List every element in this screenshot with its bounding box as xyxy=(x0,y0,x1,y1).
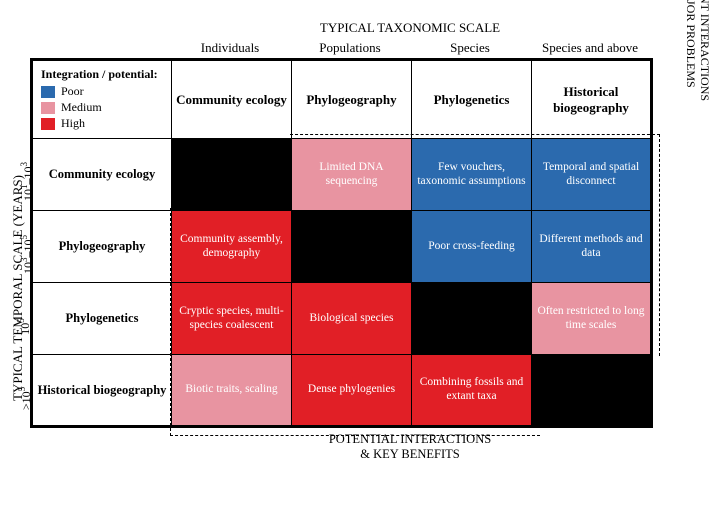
cell-0-1: Limited DNA sequencing xyxy=(292,139,412,211)
legend-label-poor: Poor xyxy=(61,84,84,99)
row-header-0: Community ecology xyxy=(32,139,172,211)
cell-3-3 xyxy=(532,355,652,427)
row-header-3: Historical biogeography xyxy=(32,355,172,427)
legend-label-medium: Medium xyxy=(61,100,102,115)
col-header-2: Phylogenetics xyxy=(412,60,532,139)
row-header-1: Phylogeography xyxy=(32,211,172,283)
table-holder: TYPICAL TEMPORAL SCALE (YEARS) CURRENT I… xyxy=(30,58,690,428)
col-super-1: Populations xyxy=(290,38,410,58)
legend-item-poor: Poor xyxy=(41,84,163,99)
cell-2-0: Cryptic species, multi-species coalescen… xyxy=(172,283,292,355)
legend-item-medium: Medium xyxy=(41,100,163,115)
col-super-0: Individuals xyxy=(170,38,290,58)
cell-3-0: Biotic traits, scaling xyxy=(172,355,292,427)
col-super-3: Species and above xyxy=(530,38,650,58)
cell-2-1: Biological species xyxy=(292,283,412,355)
right-axis-title-2: & MAJOR PROBLEMS xyxy=(683,0,698,138)
cell-0-0 xyxy=(172,139,292,211)
row-tick-0: 101–103 xyxy=(19,162,36,201)
row-header-2: Phylogenetics xyxy=(32,283,172,355)
cell-2-3: Often restricted to long time scales xyxy=(532,283,652,355)
cell-0-3: Temporal and spatial disconnect xyxy=(532,139,652,211)
cell-1-3: Different methods and data xyxy=(532,211,652,283)
column-super-headers: Individuals Populations Species Species … xyxy=(30,38,690,58)
cell-1-0: Community assembly, demography xyxy=(172,211,292,283)
cell-3-2: Combining fossils and extant taxa xyxy=(412,355,532,427)
legend-label-high: High xyxy=(61,116,85,131)
col-header-1: Phylogeography xyxy=(292,60,412,139)
cell-0-2: Few vouchers, taxonomic assumptions xyxy=(412,139,532,211)
bottom-axis-title: POTENTIAL INTERACTIONS & KEY BENEFITS xyxy=(170,432,650,462)
col-super-2: Species xyxy=(410,38,530,58)
col-header-0: Community ecology xyxy=(172,60,292,139)
cell-3-1: Dense phylogenies xyxy=(292,355,412,427)
table-row: Historical biogeography Biotic traits, s… xyxy=(32,355,652,427)
table-row: Phylogenetics Cryptic species, multi-spe… xyxy=(32,283,652,355)
swatch-high xyxy=(41,118,55,130)
figure-wrapper: TYPICAL TAXONOMIC SCALE Individuals Popu… xyxy=(30,20,690,462)
top-axis-title: TYPICAL TAXONOMIC SCALE xyxy=(130,20,690,36)
swatch-medium xyxy=(41,102,55,114)
row-tick-1: 103–105 xyxy=(19,235,36,274)
header-row: Integration / potential: Poor Medium Hig… xyxy=(32,60,652,139)
legend-cell: Integration / potential: Poor Medium Hig… xyxy=(32,60,172,139)
legend-title: Integration / potential: xyxy=(41,67,163,82)
matrix-table: Integration / potential: Poor Medium Hig… xyxy=(30,58,653,428)
cell-1-2: Poor cross-feeding xyxy=(412,211,532,283)
table-row: Community ecology Limited DNA sequencing… xyxy=(32,139,652,211)
right-axis-title-1: CURRENT INTERACTIONS xyxy=(697,0,712,138)
legend-item-high: High xyxy=(41,116,163,131)
row-tick-2: 105 xyxy=(16,318,33,335)
row-tick-3: >105 xyxy=(17,387,34,410)
cell-1-1 xyxy=(292,211,412,283)
col-header-3: Historical biogeography xyxy=(532,60,652,139)
swatch-poor xyxy=(41,86,55,98)
table-row: Phylogeography Community assembly, demog… xyxy=(32,211,652,283)
cell-2-2 xyxy=(412,283,532,355)
